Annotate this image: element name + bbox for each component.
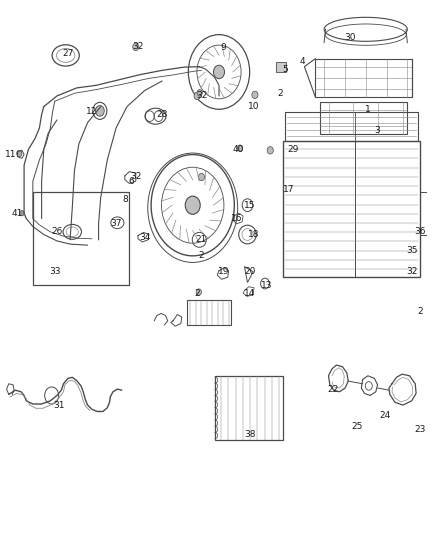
Bar <box>215 376 283 440</box>
Text: 13: 13 <box>261 281 273 289</box>
Text: 32: 32 <box>132 43 144 51</box>
Text: 12: 12 <box>86 108 98 116</box>
Circle shape <box>185 196 200 214</box>
Text: 6: 6 <box>128 177 134 185</box>
Text: 30: 30 <box>345 33 356 42</box>
Text: 22: 22 <box>327 385 339 393</box>
Text: 3: 3 <box>374 126 380 135</box>
Text: 9: 9 <box>220 44 226 52</box>
Text: 31: 31 <box>53 401 65 409</box>
Bar <box>285 112 418 141</box>
Text: 35: 35 <box>406 246 417 255</box>
Text: 33: 33 <box>49 268 60 276</box>
Text: 11: 11 <box>5 150 17 159</box>
Text: 8: 8 <box>122 196 128 204</box>
Text: 24: 24 <box>380 411 391 420</box>
Text: 4: 4 <box>300 57 305 66</box>
Text: 19: 19 <box>218 268 229 276</box>
Text: 17: 17 <box>283 185 295 193</box>
Text: 5: 5 <box>282 65 288 74</box>
Text: 36: 36 <box>415 228 426 236</box>
Text: 20: 20 <box>244 268 255 276</box>
Text: 37: 37 <box>110 220 122 228</box>
Text: 32: 32 <box>406 268 417 276</box>
Bar <box>187 300 231 325</box>
Circle shape <box>17 150 22 157</box>
Circle shape <box>267 147 273 154</box>
Circle shape <box>196 289 201 295</box>
Text: 2: 2 <box>278 89 283 98</box>
Circle shape <box>252 91 258 99</box>
Text: 32: 32 <box>130 173 141 181</box>
Text: 23: 23 <box>415 425 426 433</box>
Text: 29: 29 <box>288 145 299 154</box>
Circle shape <box>213 65 225 79</box>
Circle shape <box>198 173 205 181</box>
Text: 34: 34 <box>139 233 150 241</box>
Text: 14: 14 <box>244 289 255 297</box>
Text: 2: 2 <box>199 252 204 260</box>
Text: 1: 1 <box>365 105 371 114</box>
Bar <box>276 62 286 72</box>
Circle shape <box>197 90 202 96</box>
Bar <box>33 192 129 285</box>
Circle shape <box>194 92 200 100</box>
Text: 41: 41 <box>12 209 23 217</box>
Circle shape <box>133 43 139 51</box>
Circle shape <box>237 145 243 151</box>
Text: 26: 26 <box>51 228 63 236</box>
Text: 2: 2 <box>194 289 200 297</box>
Text: 38: 38 <box>244 430 255 439</box>
Text: 32: 32 <box>196 92 207 100</box>
Text: 21: 21 <box>196 236 207 244</box>
Circle shape <box>20 211 24 216</box>
Text: 18: 18 <box>248 230 260 239</box>
Bar <box>315 59 412 97</box>
Bar <box>283 141 420 277</box>
Text: 15: 15 <box>244 201 255 209</box>
Text: 16: 16 <box>231 214 242 223</box>
Text: 27: 27 <box>62 49 74 58</box>
Text: 25: 25 <box>351 422 363 431</box>
Bar <box>320 102 407 134</box>
Text: 28: 28 <box>156 110 168 119</box>
Text: 2: 2 <box>418 308 423 316</box>
Text: 40: 40 <box>233 145 244 154</box>
Text: 10: 10 <box>248 102 260 111</box>
Circle shape <box>95 106 104 116</box>
